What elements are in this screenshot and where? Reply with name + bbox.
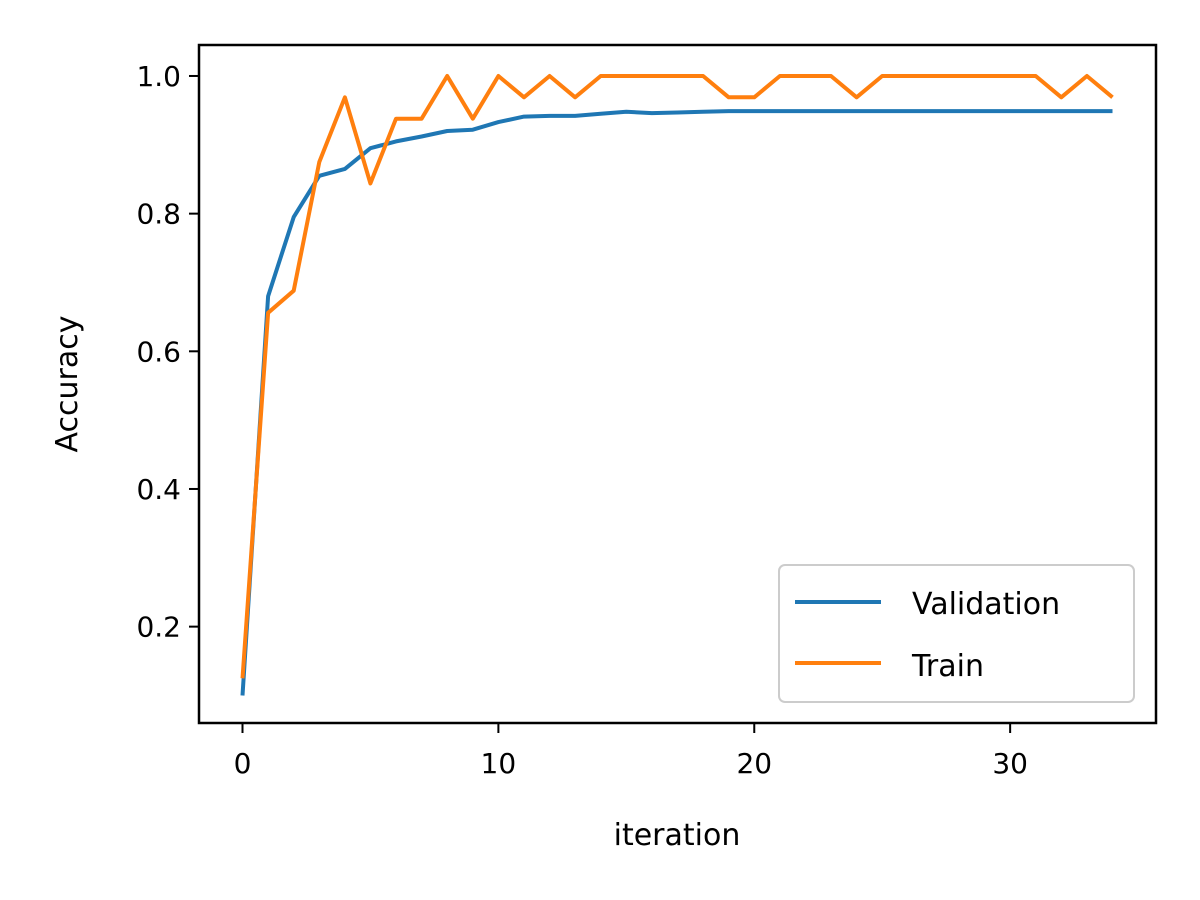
plot-frame <box>197 43 1158 725</box>
y-axis-label: Accuracy <box>50 316 85 453</box>
y-tick-label: 1.0 <box>136 60 181 93</box>
legend-box <box>778 564 1135 703</box>
legend: Validation Train <box>778 564 1135 703</box>
y-tick-label: 0.6 <box>136 335 181 368</box>
x-tick-label: 0 <box>234 747 252 780</box>
y-tick-label: 0.8 <box>136 198 181 231</box>
x-tick-label: 10 <box>481 747 517 780</box>
y-tick-label: 0.2 <box>136 611 181 644</box>
y-tick-label: 0.4 <box>136 473 181 506</box>
legend-label-train: Train <box>911 649 984 684</box>
series-layer <box>240 74 1114 696</box>
x-tick-label: 30 <box>992 747 1028 780</box>
x-axis-label: iteration <box>614 818 741 853</box>
series-line-train <box>240 74 1114 679</box>
x-tick-label: 20 <box>736 747 772 780</box>
legend-label-validation: Validation <box>912 587 1060 622</box>
ticks-layer: 0 10 20 30 0.2 0.4 0.6 0.8 1.0 <box>136 60 1027 780</box>
